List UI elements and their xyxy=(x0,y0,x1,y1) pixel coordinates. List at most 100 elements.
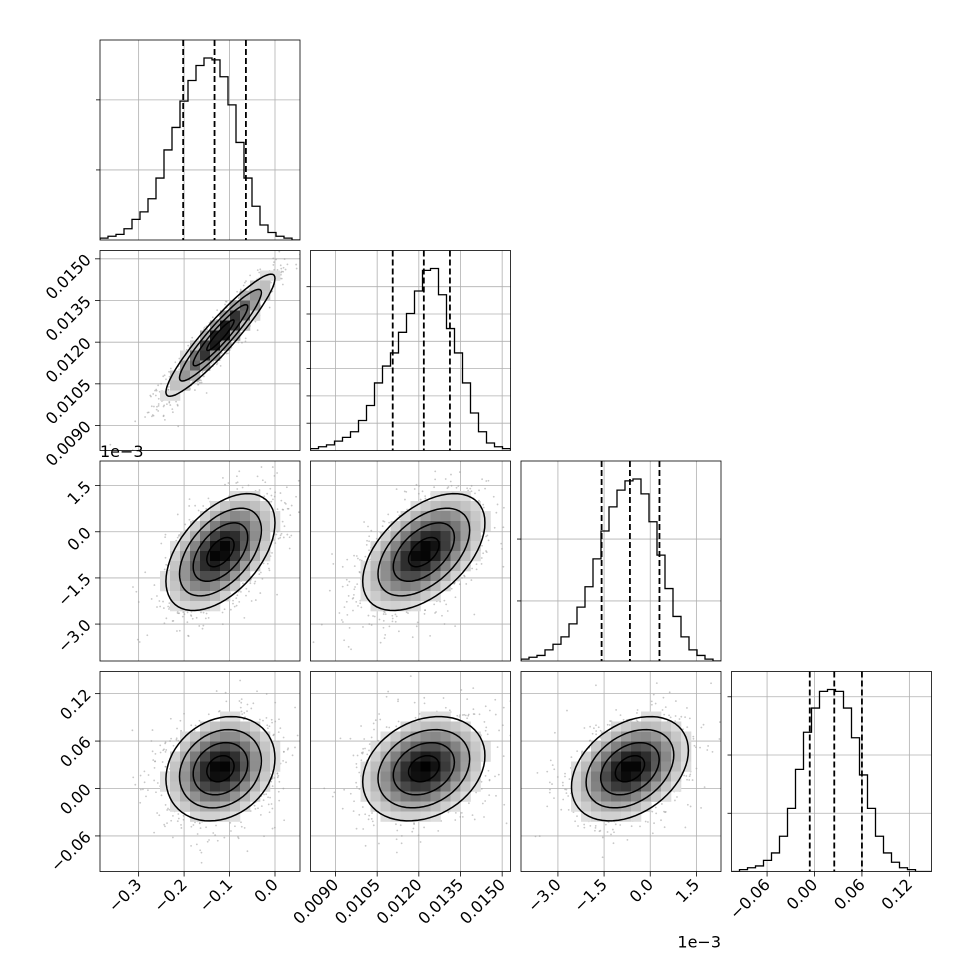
scatter-point xyxy=(241,486,244,489)
scatter-point xyxy=(404,498,406,501)
scatter-point xyxy=(273,495,276,498)
scatter-point xyxy=(270,500,273,503)
scatter-point xyxy=(162,607,165,609)
scatter-point xyxy=(513,494,515,496)
scatter-point xyxy=(269,487,272,490)
scatter-point xyxy=(237,341,240,344)
density-cell xyxy=(470,551,481,562)
scatter-point xyxy=(480,563,483,565)
density-cell xyxy=(430,561,441,572)
scatter-point xyxy=(281,508,284,511)
scatter-point xyxy=(383,520,386,523)
scatter-point xyxy=(244,337,247,340)
scatter-point xyxy=(227,352,229,355)
scatter-point xyxy=(167,605,170,608)
scatter-point xyxy=(159,605,162,608)
scatter-point xyxy=(243,616,246,619)
scatter-point xyxy=(230,830,232,832)
density-cell xyxy=(200,511,211,522)
scatter-point xyxy=(429,634,431,637)
scatter-point xyxy=(416,621,419,624)
scatter-point xyxy=(302,502,304,504)
scatter-point xyxy=(205,507,208,510)
density-cell xyxy=(210,511,221,522)
scatter-point xyxy=(211,316,214,319)
scatter-point xyxy=(394,613,397,616)
scatter-point xyxy=(353,588,356,591)
scatter-point xyxy=(282,270,285,273)
scatter-point xyxy=(493,526,496,529)
scatter-point xyxy=(368,623,371,625)
scatter-point xyxy=(132,586,134,588)
density-cell xyxy=(220,340,231,351)
scatter-point xyxy=(146,411,149,414)
scatter-point xyxy=(443,599,446,602)
scatter-point xyxy=(248,288,251,291)
scatter-point xyxy=(176,513,179,516)
density-cell xyxy=(210,531,221,542)
density-cell xyxy=(210,571,221,582)
scatter-point xyxy=(417,492,420,495)
scatter-point xyxy=(201,627,204,630)
scatter-point xyxy=(238,600,241,603)
scatter-point xyxy=(423,613,426,615)
density-cell xyxy=(450,501,461,512)
scatter-point xyxy=(343,639,346,642)
scatter-point xyxy=(240,698,243,701)
scatter-point xyxy=(391,617,394,620)
scatter-point xyxy=(356,583,359,586)
density-cell xyxy=(200,531,211,542)
density-cell xyxy=(250,521,261,532)
scatter-point xyxy=(150,598,153,600)
density-cell xyxy=(430,501,441,512)
scatter-point xyxy=(387,513,390,516)
scatter-point xyxy=(450,484,453,487)
scatter-point xyxy=(466,487,469,490)
scatter-point xyxy=(158,814,161,817)
scatter-point xyxy=(471,567,474,570)
scatter-point xyxy=(157,397,160,400)
density-cell xyxy=(200,561,211,572)
scatter-point xyxy=(175,400,177,403)
density-cell xyxy=(220,591,231,602)
scatter-point xyxy=(352,596,355,599)
density-cell xyxy=(170,561,181,572)
scatter-point xyxy=(457,485,460,487)
scatter-point xyxy=(223,608,226,611)
scatter-point xyxy=(461,577,463,579)
density-cell xyxy=(180,601,191,612)
scatter-point xyxy=(415,625,418,628)
scatter-point xyxy=(475,563,478,566)
density-cell xyxy=(450,571,461,582)
scatter-point xyxy=(165,563,168,566)
scatter-point xyxy=(396,511,399,513)
scatter-point xyxy=(184,523,187,526)
density-cell xyxy=(210,320,221,331)
scatter-point xyxy=(153,405,155,408)
scatter-point xyxy=(481,478,483,481)
density-cell xyxy=(180,531,191,542)
scatter-point xyxy=(382,626,385,629)
scatter-point xyxy=(383,637,386,640)
contour-line xyxy=(377,507,471,597)
density-cell xyxy=(250,551,261,562)
scatter-point xyxy=(157,405,160,407)
density-cell xyxy=(460,551,471,562)
scatter-point xyxy=(177,535,180,537)
scatter-point xyxy=(244,340,247,343)
density-cell xyxy=(460,521,471,532)
contour-line xyxy=(165,492,276,612)
scatter-point xyxy=(370,624,373,626)
scatter-point xyxy=(176,536,179,539)
scatter-point xyxy=(279,492,282,494)
density-cell xyxy=(240,491,251,502)
scatter-point xyxy=(433,486,436,489)
density-cell xyxy=(400,601,411,612)
scatter-point xyxy=(249,274,251,277)
scatter-point xyxy=(360,559,363,562)
scatter-point xyxy=(155,791,157,794)
scatter-point xyxy=(254,580,257,583)
scatter-point xyxy=(276,268,279,271)
scatter-point xyxy=(469,487,472,490)
density-cell xyxy=(440,491,451,502)
